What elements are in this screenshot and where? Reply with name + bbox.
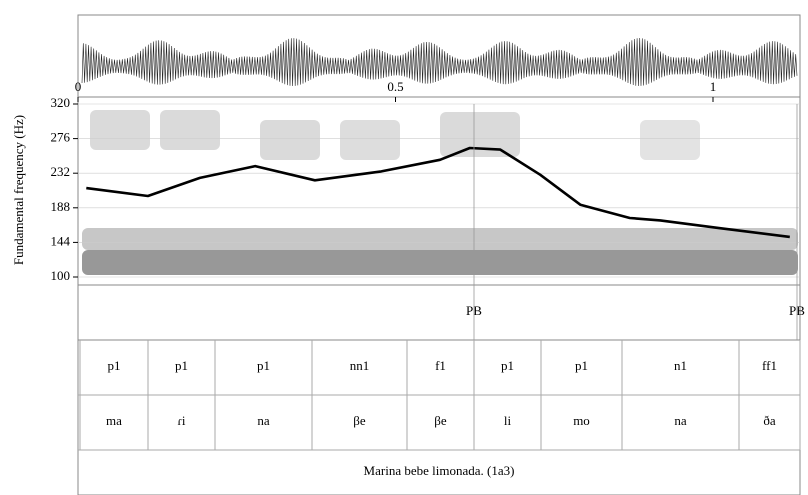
tier-label: ða — [763, 413, 776, 428]
pitch-contour — [86, 146, 790, 239]
y-tick-label: 320 — [51, 95, 71, 110]
spectrogram-band — [340, 120, 400, 160]
tier-label: p1 — [108, 358, 121, 373]
y-axis-label: Fundamental frequency (Hz) — [11, 115, 26, 265]
spectrogram-band — [82, 228, 798, 250]
tier-label: n1 — [674, 358, 687, 373]
tier-label: li — [504, 413, 512, 428]
y-tick-label: 188 — [51, 199, 71, 214]
frame — [77, 14, 801, 495]
y-tick-label: 100 — [51, 268, 71, 283]
y-tick-label: 276 — [51, 130, 71, 145]
tier-label: ɾi — [178, 413, 186, 428]
x-tick-label: 0.5 — [387, 79, 403, 94]
y-tick-label: 144 — [51, 233, 71, 248]
tier-label: p1 — [257, 358, 270, 373]
spectrogram — [82, 110, 798, 275]
tier-label: f1 — [435, 358, 446, 373]
waveform-trace — [81, 37, 798, 87]
tier-label: ma — [106, 413, 122, 428]
spectrogram-band — [440, 112, 520, 157]
tier-label: na — [674, 413, 687, 428]
spectrogram-band — [160, 110, 220, 150]
tier-label: mo — [573, 413, 590, 428]
x-tick-label: 1 — [710, 79, 717, 94]
tier-label: p1 — [175, 358, 188, 373]
tier-label: ff1 — [762, 358, 777, 373]
tier-label: βe — [434, 413, 447, 428]
spectrogram-band — [260, 120, 320, 160]
waveform — [81, 37, 798, 87]
spectrogram-band — [640, 120, 700, 160]
tier-label: nn1 — [350, 358, 370, 373]
tier-label: na — [257, 413, 270, 428]
sentence-label: Marina bebe limonada. (1a3) — [364, 463, 515, 478]
tier-label: βe — [353, 413, 366, 428]
tier-label: p1 — [501, 358, 514, 373]
spectrogram-band — [82, 250, 798, 275]
spectrogram-band — [90, 110, 150, 150]
y-tick-label: 232 — [51, 164, 71, 179]
tier-label: p1 — [575, 358, 588, 373]
x-tick-label: 0 — [75, 79, 82, 94]
